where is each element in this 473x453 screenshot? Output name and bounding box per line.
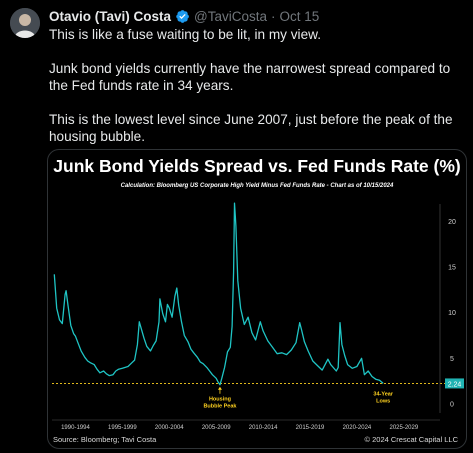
y-tick-label: 20 <box>448 219 456 226</box>
chart-image[interactable]: 0 5 10 15 20 2.24 1990-1994 1995-1999 2000-2004 2… <box>47 149 467 449</box>
series-line <box>53 202 384 386</box>
separator-dot: · <box>271 9 276 24</box>
tweet-paragraph: This is like a fuse waiting to be lit, i… <box>49 27 321 42</box>
annotation-34-year-lows: Lows <box>376 398 390 404</box>
x-tick-label: 2020-2024 <box>343 425 372 431</box>
tweet-paragraph: This is the lowest level since June 2007… <box>49 112 453 144</box>
tweet-text: This is like a fuse waiting to be lit, i… <box>49 26 464 162</box>
chart-subtitle: Calculation: Bloomberg US Corporate High… <box>120 183 394 189</box>
chart-copyright: © 2024 Crescat Capital LLC <box>364 435 459 444</box>
chart-source: Source: Bloomberg; Tavi Costa <box>53 435 157 444</box>
annotation-arrowhead <box>217 386 222 390</box>
y-tick-label: 0 <box>450 401 454 408</box>
chart-plot: 0 5 10 15 20 2.24 1990-1994 1995-1999 2000-2004 2… <box>52 202 464 431</box>
x-tick-label: 1995-1999 <box>108 425 137 431</box>
x-tick-label: 2015-2019 <box>296 425 325 431</box>
author-handle[interactable]: @TaviCosta <box>194 9 268 24</box>
tweet-paragraph: Junk bond yields currently have the narr… <box>49 61 451 93</box>
current-value-label: 2.24 <box>448 381 462 388</box>
y-tick-label: 5 <box>450 356 454 363</box>
avatar[interactable] <box>10 8 40 38</box>
post-timestamp[interactable]: Oct 15 <box>279 9 320 24</box>
annotation-housing-bubble: Housing <box>209 397 231 403</box>
author-name[interactable]: Otavio (Tavi) Costa <box>49 9 172 24</box>
x-tick-label: 2005-2009 <box>202 425 231 431</box>
annotation-34-year-lows: 34-Year <box>373 391 393 397</box>
chart-title: Junk Bond Yields Spread vs. Fed Funds Ra… <box>53 156 461 176</box>
y-tick-label: 15 <box>448 265 456 272</box>
x-tick-label: 2010-2014 <box>249 425 278 431</box>
avatar-image <box>10 8 40 38</box>
current-value-box <box>445 378 464 389</box>
x-tick-label: 2000-2004 <box>155 425 184 431</box>
x-tick-label: 1990-1994 <box>61 425 90 431</box>
verified-badge-icon[interactable] <box>175 9 190 24</box>
y-tick-label: 10 <box>448 310 456 317</box>
annotation-housing-bubble: Bubble Peak <box>203 404 237 410</box>
tweet-header: Otavio (Tavi) Costa @TaviCosta · Oct 15 <box>49 9 319 24</box>
x-tick-label: 2025-2029 <box>390 425 419 431</box>
